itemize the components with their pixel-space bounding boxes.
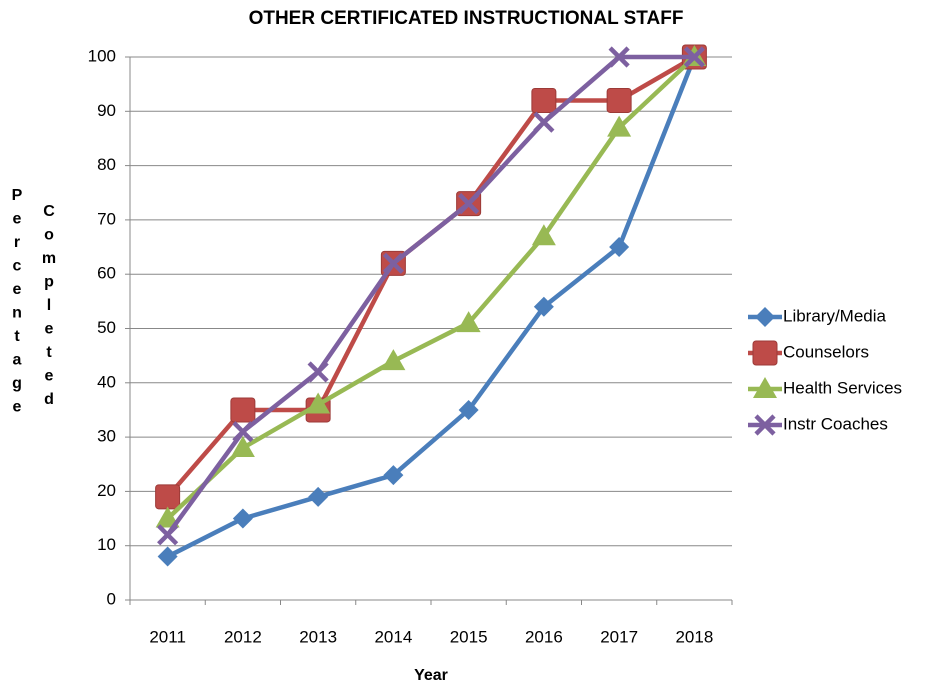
series-line bbox=[166, 55, 696, 521]
y-tick-label: 40 bbox=[97, 372, 116, 391]
marker bbox=[232, 421, 254, 443]
marker bbox=[155, 506, 180, 528]
marker bbox=[157, 524, 179, 546]
marker bbox=[155, 484, 181, 510]
y-tick-label: 50 bbox=[97, 318, 116, 337]
x-tick-label: 2016 bbox=[525, 627, 563, 646]
marker bbox=[606, 87, 632, 113]
marker bbox=[456, 311, 481, 333]
marker bbox=[157, 546, 178, 567]
marker bbox=[754, 414, 776, 436]
marker bbox=[683, 46, 705, 68]
x-tick-label: 2018 bbox=[675, 627, 713, 646]
marker bbox=[531, 224, 556, 246]
marker bbox=[533, 296, 554, 317]
y-tick-label: 90 bbox=[97, 101, 116, 120]
legend-label: Counselors bbox=[783, 342, 869, 361]
y-tick-label: 10 bbox=[97, 535, 116, 554]
x-tick-label: 2012 bbox=[224, 627, 262, 646]
x-tick-label: 2017 bbox=[600, 627, 638, 646]
x-tick-label: 2013 bbox=[299, 627, 337, 646]
marker bbox=[308, 486, 329, 507]
marker bbox=[609, 237, 630, 258]
marker bbox=[458, 193, 480, 215]
marker bbox=[382, 252, 404, 274]
marker bbox=[232, 508, 253, 529]
chart-title: OTHER CERTIFICATED INSTRUCTIONAL STAFF bbox=[249, 8, 684, 29]
marker bbox=[753, 377, 777, 398]
marker bbox=[230, 397, 256, 423]
y-tick-label: 70 bbox=[97, 209, 116, 228]
series-line bbox=[165, 54, 695, 537]
y-tick-label: 60 bbox=[97, 264, 116, 283]
legend-label: Library/Media bbox=[783, 306, 887, 325]
series-line bbox=[166, 56, 697, 559]
y-tick-label: 100 bbox=[88, 46, 116, 65]
marker bbox=[533, 111, 555, 133]
marker bbox=[458, 399, 479, 420]
y-tick-label: 30 bbox=[97, 427, 116, 446]
marker bbox=[608, 46, 630, 68]
x-tick-label: 2011 bbox=[149, 627, 186, 646]
x-tick-label: 2014 bbox=[374, 627, 412, 646]
y-tick-label: 80 bbox=[97, 155, 116, 174]
marker bbox=[607, 115, 632, 137]
marker bbox=[531, 87, 557, 113]
y-tick-label: 20 bbox=[97, 481, 116, 500]
marker bbox=[307, 361, 329, 383]
marker bbox=[755, 307, 775, 327]
legend-label: Health Services bbox=[783, 378, 902, 397]
x-tick-label: 2015 bbox=[450, 627, 488, 646]
marker bbox=[752, 340, 778, 366]
marker bbox=[230, 435, 255, 457]
marker bbox=[306, 392, 331, 414]
marker bbox=[383, 465, 404, 486]
marker bbox=[381, 349, 406, 371]
y-tick-label: 0 bbox=[107, 589, 116, 608]
legend-label: Instr Coaches bbox=[783, 414, 888, 433]
x-axis-title: Year bbox=[414, 667, 448, 684]
